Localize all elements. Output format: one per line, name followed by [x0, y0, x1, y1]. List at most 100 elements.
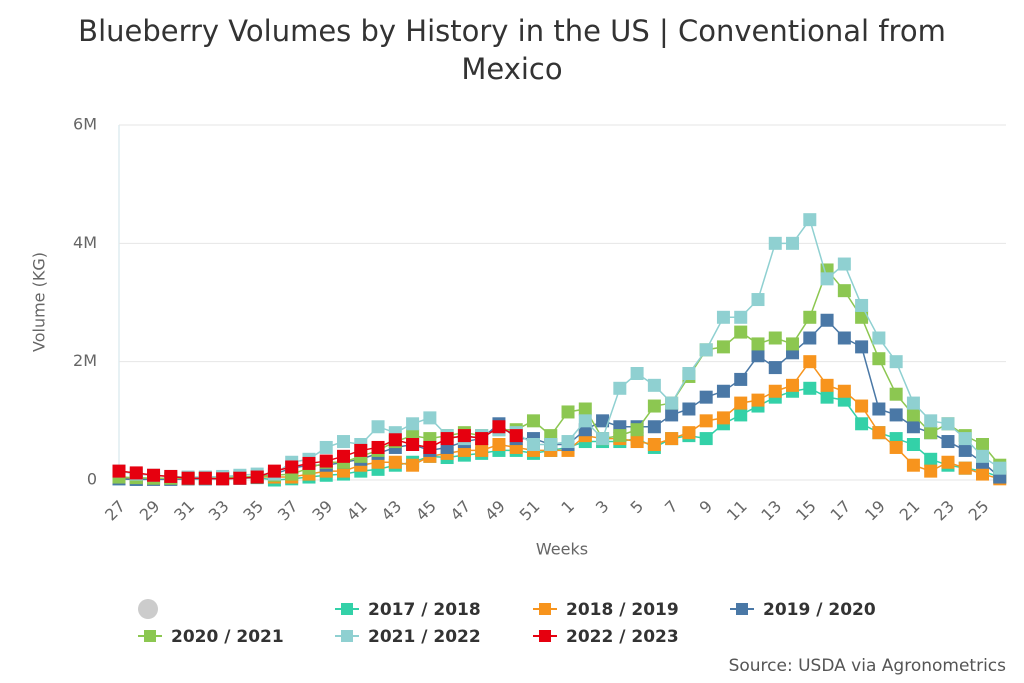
data-point — [837, 384, 851, 398]
data-point — [647, 438, 661, 451]
data-point — [457, 429, 471, 443]
data-point — [820, 378, 834, 392]
data-point — [371, 420, 385, 434]
data-point — [561, 435, 575, 449]
data-point — [578, 402, 592, 416]
y-tick-label: 6M — [73, 115, 97, 134]
data-point — [492, 420, 506, 434]
data-point — [388, 455, 402, 469]
data-point — [820, 313, 834, 327]
data-point — [889, 408, 903, 422]
data-point — [406, 417, 420, 431]
data-point — [993, 461, 1007, 475]
x-tick-label: 51 — [516, 497, 544, 525]
x-tick-label: 1 — [557, 497, 578, 518]
legend-hidden-marker — [138, 599, 158, 619]
data-point — [526, 414, 540, 428]
data-point — [406, 458, 420, 472]
data-point — [630, 435, 644, 449]
data-point — [319, 454, 333, 468]
x-tick-label: 35 — [239, 497, 267, 525]
data-point — [872, 352, 886, 366]
data-point — [164, 469, 178, 483]
data-point — [768, 331, 782, 345]
data-point — [889, 387, 903, 401]
data-point — [855, 417, 869, 431]
data-point — [267, 464, 281, 478]
data-point — [837, 284, 851, 298]
data-point — [906, 396, 920, 410]
data-point — [630, 423, 644, 437]
data-point — [751, 393, 765, 407]
data-point — [803, 310, 817, 324]
chart-title: Blueberry Volumes by History in the US |… — [78, 14, 946, 86]
data-point — [630, 367, 644, 380]
data-point — [526, 438, 540, 451]
legend-label: 2017 / 2018 — [368, 600, 481, 620]
data-point — [147, 468, 161, 482]
data-point — [578, 414, 592, 428]
data-point — [941, 455, 955, 469]
x-tick-label: 21 — [896, 497, 924, 525]
x-tick-label: 3 — [592, 497, 613, 518]
data-point — [734, 310, 748, 324]
x-tick-label: 45 — [412, 497, 440, 525]
data-point — [285, 460, 299, 474]
data-point — [786, 337, 800, 351]
data-point — [561, 405, 575, 419]
data-point — [716, 310, 730, 324]
series-line — [118, 360, 1000, 480]
legend-label: 2022 / 2023 — [566, 627, 679, 647]
legend-label: 2020 / 2021 — [171, 627, 284, 647]
data-point — [699, 414, 713, 428]
x-tick-label: 41 — [343, 497, 371, 525]
data-point — [872, 331, 886, 345]
data-point — [250, 470, 264, 484]
data-point — [440, 432, 454, 446]
data-point — [716, 340, 730, 354]
data-point — [768, 361, 782, 375]
data-point — [924, 464, 938, 478]
x-tick-label: 27 — [101, 497, 129, 525]
data-point — [837, 331, 851, 345]
data-point — [768, 384, 782, 398]
data-point — [820, 390, 834, 404]
data-point — [198, 471, 212, 485]
x-tick-label: 9 — [696, 497, 717, 518]
data-point — [492, 438, 506, 451]
data-point — [820, 272, 834, 286]
legend-marker — [736, 603, 748, 615]
data-point — [319, 440, 333, 454]
data-point — [699, 432, 713, 446]
data-point — [768, 236, 782, 250]
x-tick-label: 11 — [723, 497, 751, 525]
data-point — [129, 466, 143, 480]
data-point — [509, 429, 523, 443]
data-point — [682, 402, 696, 416]
x-tick-label: 31 — [170, 497, 198, 525]
data-point — [734, 396, 748, 410]
data-point — [837, 257, 851, 271]
legend-marker — [539, 630, 551, 642]
data-point — [906, 458, 920, 472]
series-line — [118, 268, 1001, 479]
series — [112, 213, 1007, 484]
data-point — [682, 426, 696, 440]
data-point — [596, 432, 610, 446]
data-point — [647, 420, 661, 434]
data-point — [423, 440, 437, 454]
data-point — [906, 408, 920, 422]
data-point — [941, 435, 955, 449]
data-point — [889, 355, 903, 369]
series-line — [118, 387, 1001, 481]
data-point — [699, 343, 713, 357]
data-point — [751, 293, 765, 307]
x-tick-label: 29 — [136, 497, 164, 525]
data-point — [112, 464, 126, 478]
data-point — [665, 396, 679, 410]
series — [112, 263, 1007, 485]
data-point — [906, 420, 920, 434]
data-point — [302, 456, 316, 470]
series — [112, 420, 523, 486]
